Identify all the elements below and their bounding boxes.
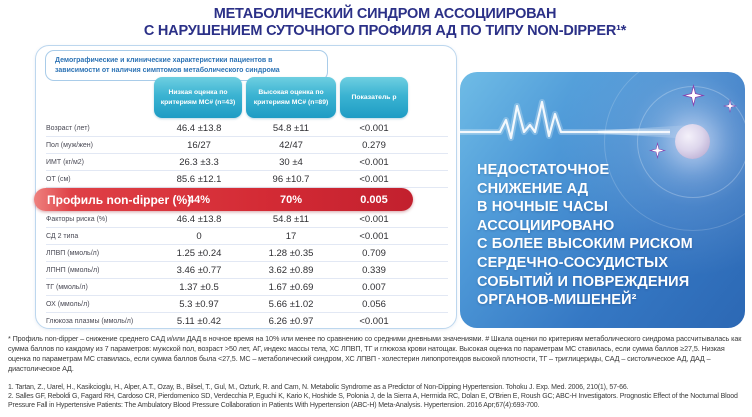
row-label: Профиль non-dipper (%) — [47, 192, 192, 207]
info-panel: НЕДОСТАТОЧНОЕ СНИЖЕНИЕ АД В НОЧНЫЕ ЧАСЫ АСС… — [460, 72, 745, 328]
column-header-high-score: Высокая оценка по критериям МС# (n=89) — [246, 77, 336, 118]
cell-high-score: 3.62 ±0.89 — [268, 264, 314, 276]
cell-p-value: <0.001 — [359, 156, 389, 168]
row-label: Факторы риска (%) — [46, 215, 108, 223]
cell-low-score: 1.37 ±0.5 — [179, 281, 219, 293]
cell-p-value: 0.007 — [362, 281, 386, 293]
row-label: ЛПВП (ммоль/л) — [46, 249, 100, 257]
ecg-line-icon — [460, 99, 670, 141]
panel-text-line: СНИЖЕНИЕ АД — [477, 180, 589, 197]
row-label: Пол (муж/жен) — [46, 141, 94, 149]
cell-high-score: 6.26 ±0.97 — [268, 316, 314, 327]
panel-text-line: АССОЦИИРОВАНО — [477, 217, 615, 234]
table-body: Возраст (лет) 46.4 ±13.8 54.8 ±11 <0.001 Пол… — [34, 120, 456, 330]
cell-high-score: 5.66 ±1.02 — [268, 298, 314, 310]
moon-icon — [675, 124, 710, 159]
cell-low-score: 3.46 ±0.77 — [176, 264, 222, 276]
row-label: ОТ (см) — [46, 175, 71, 183]
cell-high-score: 1.28 ±0.35 — [268, 247, 314, 259]
cell-p-value: 0.709 — [362, 247, 386, 259]
panel-text-line: СЕРДЕЧНО-СОСУДИСТЫХ — [477, 254, 669, 271]
panel-text-line: НЕДОСТАТОЧНОЕ — [477, 162, 610, 178]
cell-low-score: 85.6 ±12.1 — [176, 173, 222, 185]
table-row: Глюкоза плазмы (ммоль/л) 5.11 ±0.42 6.26 ±… — [46, 313, 448, 330]
cell-high-score: 30 ±4 — [279, 156, 303, 168]
panel-text-line: С БОЛЕЕ ВЫСОКИМ РИСКОМ — [477, 236, 693, 253]
cell-low-score: 46.4 ±13.8 — [176, 213, 222, 225]
cell-high-score: 96 ±10.7 — [272, 173, 310, 185]
table-row: СД 2 типа 0 17 <0.001 — [46, 228, 448, 245]
cell-p-value: <0.001 — [359, 122, 389, 134]
references: 1. Tartan, Z., Uarel, H., Kasikcioglu, H… — [8, 383, 750, 410]
sparkle-icon — [723, 99, 737, 113]
cell-p-value: 0.279 — [362, 139, 386, 151]
sparkle-icon — [649, 142, 666, 159]
row-label: ЛПНП (ммоль/л) — [46, 266, 100, 274]
cell-p-value: 0.056 — [362, 298, 386, 310]
row-label: ИМТ (кг/м2) — [46, 158, 85, 166]
cell-p-value: <0.001 — [359, 213, 389, 225]
table-row: ОТ (см) 85.6 ±12.1 96 ±10.7 <0.001 — [46, 171, 448, 188]
cell-p-value: <0.001 — [359, 230, 389, 242]
cell-low-score: 5.11 ±0.42 — [176, 316, 222, 327]
table-row: ОХ (ммоль/л) 5.3 ±0.97 5.66 ±1.02 0.056 — [46, 296, 448, 313]
panel-text: НЕДОСТАТОЧНОЕ СНИЖЕНИЕ АД В НОЧНЫЕ ЧАСЫ АСС… — [477, 161, 693, 310]
cell-p-value: 0.339 — [362, 264, 386, 276]
cell-low-score: 46.4 ±13.8 — [176, 122, 222, 134]
table-row: ЛПВП (ммоль/л) 1.25 ±0.24 1.28 ±0.35 0.709 — [46, 245, 448, 262]
table-row: Пол (муж/жен) 16/27 42/47 0.279 — [46, 137, 448, 154]
cell-high-score: 1.67 ±0.69 — [268, 281, 314, 293]
table-header-row: Низкая оценка по критериям МС# (n=43) Вы… — [154, 77, 408, 118]
table-row: ЛПНП (ммоль/л) 3.46 ±0.77 3.62 ±0.89 0.339 — [46, 262, 448, 279]
table-row: ТГ (ммоль/л) 1.37 ±0.5 1.67 ±0.69 0.007 — [46, 279, 448, 296]
table-row: Факторы риска (%) 46.4 ±13.8 54.8 ±11 <0.00… — [46, 211, 448, 228]
cell-p-value: <0.001 — [359, 316, 389, 327]
row-label: ОХ (ммоль/л) — [46, 300, 90, 308]
table-row: Возраст (лет) 46.4 ±13.8 54.8 ±11 <0.001 — [46, 120, 448, 137]
panel-text-line: ОРГАНОВ-МИШЕНЕЙ² — [477, 292, 637, 309]
cell-high-score: 70% — [279, 193, 303, 206]
panel-text-line: В НОЧНЫЕ ЧАСЫ — [477, 199, 609, 216]
row-label: СД 2 типа — [46, 232, 79, 240]
column-header-p-value: Показатель p — [340, 77, 408, 118]
column-header-low-score: Низкая оценка по критериям МС# (n=43) — [154, 77, 242, 118]
cell-p-value: 0.005 — [360, 193, 388, 206]
cell-p-value: <0.001 — [359, 173, 389, 185]
table-card: Демографические и клинические характерис… — [34, 45, 457, 330]
cell-high-score: 42/47 — [279, 139, 303, 151]
reference-2: 2. Salles GF, Reboldi G, Fagard RH, Card… — [8, 393, 738, 410]
cell-high-score: 54.8 ±11 — [272, 122, 310, 134]
sparkle-icon — [682, 84, 705, 107]
cell-low-score: 44% — [187, 193, 211, 206]
cell-low-score: 16/27 — [187, 139, 211, 151]
footnote: * Профиль non-dipper – снижение среднего… — [8, 334, 742, 374]
page-title: МЕТАБОЛИЧЕСКИЙ СИНДРОМ АССОЦИИРОВАН С НА… — [10, 6, 752, 41]
table-row: ИМТ (кг/м2) 26.3 ±3.3 30 ±4 <0.001 — [46, 154, 448, 171]
cell-low-score: 0 — [196, 230, 202, 242]
reference-1: 1. Tartan, Z., Uarel, H., Kasikcioglu, H… — [8, 384, 629, 391]
table-row-highlight: Профиль non-dipper (%) 44% 70% 0.005 — [34, 188, 413, 211]
row-label: ТГ (ммоль/л) — [46, 283, 88, 291]
title-line2: С НАРУШЕНИЕМ СУТОЧНОГО ПРОФИЛЯ АД ПО ТИП… — [143, 23, 627, 40]
cell-high-score: 54.8 ±11 — [272, 213, 310, 225]
cell-high-score: 17 — [285, 230, 297, 242]
title-line1: МЕТАБОЛИЧЕСКИЙ СИНДРОМ АССОЦИИРОВАН — [213, 6, 557, 22]
row-label: Возраст (лет) — [46, 124, 90, 132]
cell-low-score: 26.3 ±3.3 — [179, 156, 219, 168]
panel-text-line: СОБЫТИЙ И ПОВРЕЖДЕНИЯ — [477, 273, 690, 290]
cell-low-score: 1.25 ±0.24 — [176, 247, 222, 259]
row-label: Глюкоза плазмы (ммоль/л) — [46, 318, 134, 325]
cell-low-score: 5.3 ±0.97 — [179, 298, 219, 310]
